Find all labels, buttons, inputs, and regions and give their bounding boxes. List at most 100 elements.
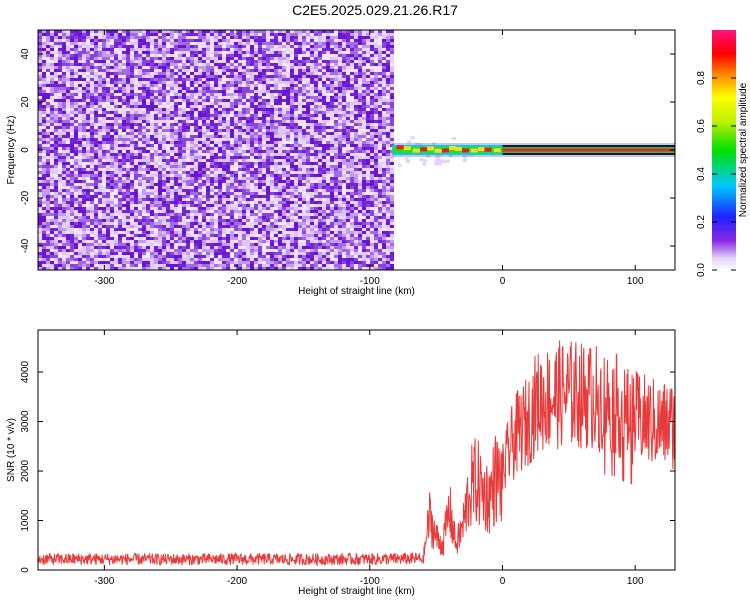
noise-cell: [342, 93, 346, 96]
noise-cell: [198, 105, 202, 108]
noise-cell: [290, 177, 294, 180]
noise-cell: [306, 189, 310, 192]
noise-cell: [58, 174, 62, 177]
noise-cell: [154, 81, 158, 84]
noise-cell: [266, 60, 270, 63]
noise-cell: [266, 117, 270, 120]
noise-cell: [62, 192, 66, 195]
noise-cell: [250, 105, 254, 108]
noise-cell: [78, 96, 82, 99]
noise-cell: [230, 87, 234, 90]
noise-cell: [278, 87, 282, 90]
noise-cell: [286, 123, 290, 126]
noise-cell: [266, 69, 270, 72]
noise-cell: [338, 135, 342, 138]
noise-cell: [262, 120, 266, 123]
noise-cell: [50, 30, 54, 33]
noise-cell: [246, 189, 250, 192]
noise-cell: [166, 126, 170, 129]
noise-cell: [102, 132, 106, 135]
noise-cell: [374, 162, 378, 165]
noise-cell: [126, 114, 130, 117]
noise-cell: [294, 54, 298, 57]
noise-cell: [190, 39, 194, 42]
noise-cell: [374, 195, 378, 198]
noise-cell: [222, 39, 226, 42]
noise-cell: [146, 114, 150, 117]
noise-cell: [102, 126, 106, 129]
noise-cell: [178, 117, 182, 120]
noise-cell: [230, 111, 234, 114]
noise-cell: [230, 156, 234, 159]
noise-cell: [154, 141, 158, 144]
noise-cell: [306, 120, 310, 123]
noise-cell: [370, 102, 374, 105]
noise-cell: [198, 120, 202, 123]
noise-cell: [334, 159, 338, 162]
noise-cell: [122, 69, 126, 72]
noise-cell: [310, 78, 314, 81]
noise-cell: [298, 69, 302, 72]
noise-cell: [62, 108, 66, 111]
noise-cell: [58, 51, 62, 54]
noise-cell: [122, 168, 126, 171]
noise-cell: [46, 135, 50, 138]
noise-cell: [90, 72, 94, 75]
noise-cell: [114, 147, 118, 150]
noise-cell: [50, 189, 54, 192]
noise-cell: [170, 120, 174, 123]
noise-cell: [286, 99, 290, 102]
noise-cell: [110, 189, 114, 192]
noise-cell: [70, 51, 74, 54]
noise-cell: [150, 144, 154, 147]
noise-cell: [174, 99, 178, 102]
noise-cell: [354, 180, 358, 183]
noise-cell: [338, 174, 342, 177]
noise-cell: [62, 60, 66, 63]
noise-cell: [278, 90, 282, 93]
noise-cell: [142, 63, 146, 66]
noise-cell: [302, 174, 306, 177]
noise-cell: [390, 126, 394, 129]
noise-cell: [342, 96, 346, 99]
noise-cell: [346, 186, 350, 189]
noise-cell: [158, 117, 162, 120]
noise-cell: [122, 72, 126, 75]
noise-cell: [154, 78, 158, 81]
noise-cell: [390, 63, 394, 66]
noise-cell: [390, 54, 394, 57]
noise-cell: [82, 138, 86, 141]
noise-cell: [170, 147, 174, 150]
noise-cell: [246, 174, 250, 177]
noise-cell: [250, 192, 254, 195]
noise-cell: [390, 153, 394, 156]
noise-cell: [206, 108, 210, 111]
noise-cell: [158, 156, 162, 159]
noise-cell: [150, 72, 154, 75]
noise-cell: [106, 54, 110, 57]
noise-cell: [374, 60, 378, 63]
noise-cell: [234, 174, 238, 177]
noise-cell: [258, 141, 262, 144]
noise-cell: [66, 198, 70, 201]
noise-cell: [114, 72, 118, 75]
noise-cell: [202, 33, 206, 36]
noise-cell: [154, 105, 158, 108]
noise-cell: [130, 159, 134, 162]
noise-cell: [182, 36, 186, 39]
noise-cell: [286, 144, 290, 147]
noise-cell: [370, 165, 374, 168]
noise-cell: [258, 108, 262, 111]
noise-cell: [162, 105, 166, 108]
noise-cell: [110, 129, 114, 132]
noise-cell: [258, 33, 262, 36]
noise-cell: [218, 84, 222, 87]
noise-cell: [310, 120, 314, 123]
noise-cell: [90, 141, 94, 144]
noise-cell: [82, 117, 86, 120]
noise-cell: [266, 93, 270, 96]
noise-cell: [238, 105, 242, 108]
noise-cell: [370, 123, 374, 126]
noise-cell: [266, 165, 270, 168]
